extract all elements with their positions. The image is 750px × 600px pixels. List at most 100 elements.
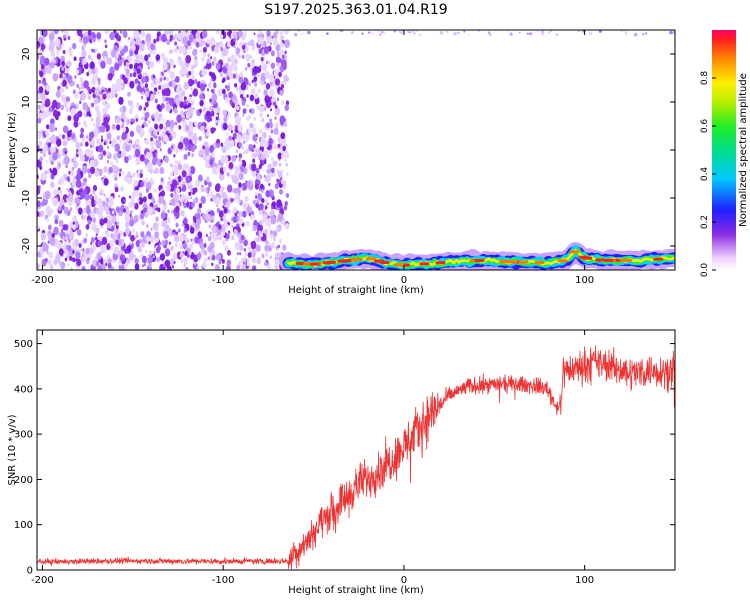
noise-speckle — [50, 160, 54, 165]
noise-speckle — [120, 186, 124, 192]
noise-speckle — [268, 176, 272, 181]
track-peak — [394, 263, 405, 267]
noise-speckle — [160, 83, 166, 90]
noise-speckle — [117, 221, 120, 225]
noise-speckle — [153, 130, 157, 136]
noise-speckle — [95, 171, 99, 176]
noise-speckle — [177, 163, 182, 170]
noise-speckle — [205, 233, 208, 238]
noise-speckle — [266, 30, 271, 37]
noise-speckle — [145, 60, 150, 67]
noise-speckle — [66, 230, 69, 235]
noise-speckle — [127, 210, 131, 215]
noise-speckle — [50, 118, 55, 126]
noise-speckle — [284, 143, 288, 148]
noise-speckle — [209, 145, 215, 153]
track-peak — [352, 257, 363, 261]
noise-speckle — [61, 160, 65, 165]
track-peak — [499, 260, 510, 263]
noise-speckle — [183, 263, 186, 268]
noise-speckle — [55, 38, 61, 47]
noise-speckle — [83, 80, 89, 89]
noise-speckle — [62, 49, 66, 55]
noise-speckle — [238, 142, 243, 148]
noise-speckle — [202, 261, 207, 269]
noise-speckle — [257, 152, 260, 157]
noise-speckle — [126, 245, 132, 254]
noise-speckle — [144, 38, 147, 43]
noise-speckle — [150, 227, 153, 231]
noise-speckle — [224, 97, 228, 102]
noise-speckle — [55, 215, 59, 220]
noise-speckle — [250, 240, 257, 250]
noise-speckle — [253, 219, 258, 226]
noise-speckle — [284, 40, 287, 45]
noise-speckle — [188, 191, 192, 196]
noise-speckle — [160, 212, 166, 220]
noise-speckle — [269, 210, 275, 218]
noise-speckle — [168, 49, 172, 55]
noise-speckle — [65, 106, 70, 113]
noise-speckle — [98, 113, 102, 118]
noise-speckle — [162, 266, 166, 270]
noise-speckle — [83, 237, 88, 244]
noise-speckle — [37, 185, 40, 190]
noise-speckle — [92, 259, 97, 267]
noise-speckle — [186, 101, 189, 105]
noise-speckle — [41, 80, 44, 84]
noise-speckle — [56, 50, 60, 55]
noise-speckle — [221, 259, 225, 264]
noise-speckle — [254, 183, 259, 190]
noise-speckle — [238, 75, 244, 84]
noise-speckle — [270, 62, 276, 70]
noise-speckle — [145, 235, 150, 243]
noise-speckle — [104, 39, 107, 44]
noise-speckle — [189, 251, 192, 256]
noise-speckle — [258, 30, 263, 35]
noise-speckle — [111, 210, 115, 215]
noise-speckle — [76, 258, 82, 267]
noise-speckle — [132, 228, 135, 233]
noise-speckle — [91, 190, 95, 195]
noise-speckle — [150, 82, 154, 88]
noise-speckle — [274, 258, 280, 267]
noise-speckle — [40, 106, 45, 112]
noise-speckle — [236, 216, 240, 222]
noise-speckle — [159, 253, 165, 261]
noise-speckle — [152, 117, 155, 121]
noise-speckle — [261, 253, 265, 259]
noise-speckle — [72, 89, 76, 95]
noise-speckle — [192, 49, 197, 56]
noise-speckle — [87, 95, 91, 100]
noise-speckle — [205, 176, 210, 183]
noise-speckle — [138, 197, 144, 205]
noise-speckle — [79, 154, 85, 162]
noise-speckle — [194, 236, 199, 244]
noise-speckle — [195, 32, 200, 39]
noise-speckle — [99, 188, 104, 194]
noise-speckle — [41, 233, 45, 238]
noise-speckle — [247, 128, 252, 134]
noise-speckle — [141, 116, 144, 121]
noise-speckle — [252, 124, 255, 128]
noise-speckle — [132, 191, 136, 197]
noise-speckle — [144, 165, 147, 169]
noise-speckle — [68, 195, 74, 203]
noise-speckle — [151, 146, 155, 152]
noise-speckle — [113, 153, 118, 160]
noise-speckle — [76, 103, 80, 108]
noise-speckle — [129, 73, 133, 78]
y-tick-label: 0 — [21, 147, 32, 153]
noise-speckle — [145, 101, 149, 108]
noise-speckle — [202, 72, 205, 76]
noise-speckle — [283, 30, 289, 35]
noise-speckle — [41, 30, 48, 38]
noise-speckle — [103, 116, 109, 125]
noise-speckle — [192, 107, 195, 111]
noise-speckle — [41, 201, 45, 207]
noise-speckle — [201, 68, 207, 77]
noise-speckle — [268, 226, 271, 230]
noise-speckle — [128, 201, 133, 208]
noise-speckle — [121, 132, 127, 140]
noise-speckle — [199, 108, 202, 114]
